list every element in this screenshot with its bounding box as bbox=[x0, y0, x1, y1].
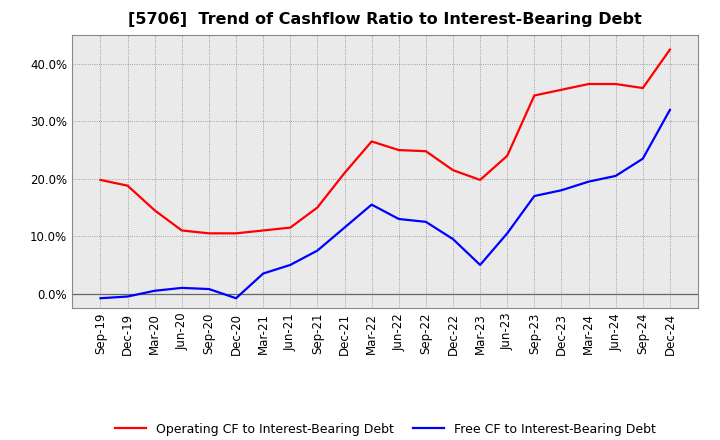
Free CF to Interest-Bearing Debt bbox=[259, 271, 268, 276]
Free CF to Interest-Bearing Debt bbox=[367, 202, 376, 207]
Free CF to Interest-Bearing Debt bbox=[286, 262, 294, 268]
Line: Operating CF to Interest-Bearing Debt: Operating CF to Interest-Bearing Debt bbox=[101, 50, 670, 233]
Operating CF to Interest-Bearing Debt bbox=[503, 153, 511, 158]
Free CF to Interest-Bearing Debt bbox=[178, 285, 186, 290]
Free CF to Interest-Bearing Debt bbox=[96, 296, 105, 301]
Operating CF to Interest-Bearing Debt bbox=[367, 139, 376, 144]
Free CF to Interest-Bearing Debt bbox=[123, 294, 132, 299]
Operating CF to Interest-Bearing Debt bbox=[665, 47, 674, 52]
Operating CF to Interest-Bearing Debt bbox=[639, 85, 647, 91]
Operating CF to Interest-Bearing Debt bbox=[341, 170, 349, 176]
Free CF to Interest-Bearing Debt bbox=[476, 262, 485, 268]
Operating CF to Interest-Bearing Debt bbox=[204, 231, 213, 236]
Legend: Operating CF to Interest-Bearing Debt, Free CF to Interest-Bearing Debt: Operating CF to Interest-Bearing Debt, F… bbox=[109, 418, 661, 440]
Free CF to Interest-Bearing Debt bbox=[341, 225, 349, 230]
Title: [5706]  Trend of Cashflow Ratio to Interest-Bearing Debt: [5706] Trend of Cashflow Ratio to Intere… bbox=[128, 12, 642, 27]
Operating CF to Interest-Bearing Debt bbox=[530, 93, 539, 98]
Free CF to Interest-Bearing Debt bbox=[150, 288, 159, 293]
Free CF to Interest-Bearing Debt bbox=[449, 236, 457, 242]
Operating CF to Interest-Bearing Debt bbox=[178, 228, 186, 233]
Free CF to Interest-Bearing Debt bbox=[530, 193, 539, 198]
Operating CF to Interest-Bearing Debt bbox=[557, 87, 566, 92]
Operating CF to Interest-Bearing Debt bbox=[584, 81, 593, 87]
Free CF to Interest-Bearing Debt bbox=[421, 219, 430, 224]
Free CF to Interest-Bearing Debt bbox=[665, 107, 674, 113]
Line: Free CF to Interest-Bearing Debt: Free CF to Interest-Bearing Debt bbox=[101, 110, 670, 298]
Free CF to Interest-Bearing Debt bbox=[204, 286, 213, 292]
Operating CF to Interest-Bearing Debt bbox=[421, 149, 430, 154]
Operating CF to Interest-Bearing Debt bbox=[476, 177, 485, 183]
Operating CF to Interest-Bearing Debt bbox=[313, 205, 322, 210]
Free CF to Interest-Bearing Debt bbox=[395, 216, 403, 222]
Free CF to Interest-Bearing Debt bbox=[611, 173, 620, 179]
Operating CF to Interest-Bearing Debt bbox=[150, 208, 159, 213]
Operating CF to Interest-Bearing Debt bbox=[611, 81, 620, 87]
Operating CF to Interest-Bearing Debt bbox=[286, 225, 294, 230]
Free CF to Interest-Bearing Debt bbox=[232, 296, 240, 301]
Operating CF to Interest-Bearing Debt bbox=[259, 228, 268, 233]
Operating CF to Interest-Bearing Debt bbox=[96, 177, 105, 183]
Free CF to Interest-Bearing Debt bbox=[584, 179, 593, 184]
Free CF to Interest-Bearing Debt bbox=[503, 231, 511, 236]
Operating CF to Interest-Bearing Debt bbox=[449, 168, 457, 173]
Free CF to Interest-Bearing Debt bbox=[639, 156, 647, 161]
Operating CF to Interest-Bearing Debt bbox=[395, 147, 403, 153]
Free CF to Interest-Bearing Debt bbox=[557, 187, 566, 193]
Free CF to Interest-Bearing Debt bbox=[313, 248, 322, 253]
Operating CF to Interest-Bearing Debt bbox=[232, 231, 240, 236]
Operating CF to Interest-Bearing Debt bbox=[123, 183, 132, 188]
